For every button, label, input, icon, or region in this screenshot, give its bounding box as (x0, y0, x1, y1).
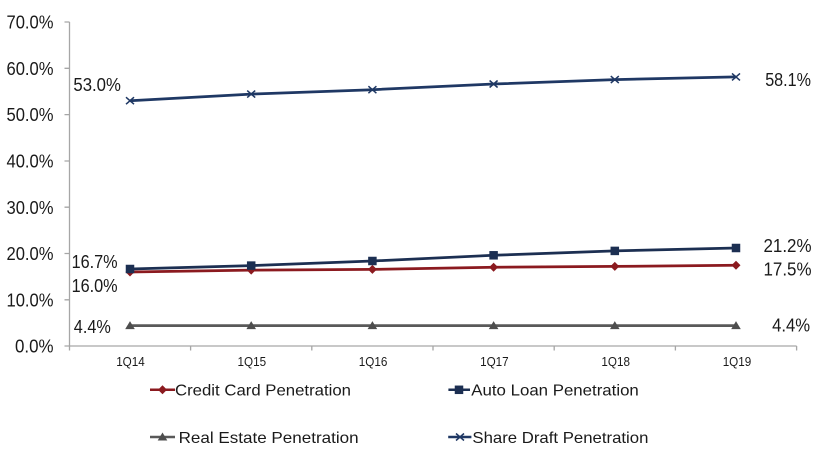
svg-text:53.0%: 53.0% (73, 75, 121, 95)
svg-text:1Q14: 1Q14 (116, 355, 145, 369)
svg-text:1Q19: 1Q19 (723, 355, 752, 369)
svg-text:1Q17: 1Q17 (480, 355, 509, 369)
svg-text:70.0%: 70.0% (7, 13, 54, 33)
svg-text:1Q16: 1Q16 (359, 355, 388, 369)
svg-text:30.0%: 30.0% (7, 198, 54, 218)
svg-text:4.4%: 4.4% (74, 317, 111, 337)
svg-text:17.5%: 17.5% (764, 259, 812, 279)
svg-text:1Q15: 1Q15 (238, 355, 267, 369)
svg-text:16.0%: 16.0% (72, 276, 118, 296)
svg-text:58.1%: 58.1% (765, 70, 811, 90)
svg-text:Real Estate Penetration: Real Estate Penetration (179, 430, 359, 447)
svg-text:21.2%: 21.2% (764, 236, 812, 256)
svg-text:20.0%: 20.0% (7, 244, 54, 264)
svg-text:Share Draft Penetration: Share Draft Penetration (472, 430, 648, 447)
svg-text:40.0%: 40.0% (7, 152, 54, 172)
svg-text:16.7%: 16.7% (72, 252, 118, 272)
svg-text:10.0%: 10.0% (7, 290, 54, 310)
svg-text:50.0%: 50.0% (7, 105, 54, 125)
svg-text:Credit Card Penetration: Credit Card Penetration (175, 382, 351, 399)
svg-text:60.0%: 60.0% (7, 59, 54, 79)
svg-text:1Q18: 1Q18 (601, 355, 630, 369)
svg-text:4.4%: 4.4% (772, 315, 810, 335)
svg-text:0.0%: 0.0% (15, 337, 54, 357)
svg-text:Auto Loan Penetration: Auto Loan Penetration (471, 382, 639, 399)
